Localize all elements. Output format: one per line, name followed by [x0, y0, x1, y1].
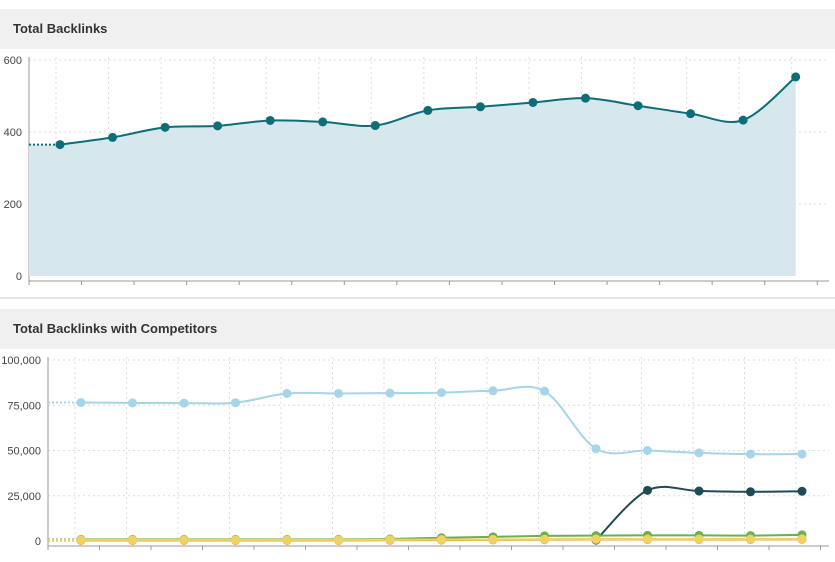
data-point	[686, 109, 696, 119]
data-point	[475, 102, 485, 112]
data-point	[694, 448, 704, 458]
competitors-chart: 0 25,000 50,000 75,000 100,000	[1, 355, 829, 550]
data-point	[591, 534, 601, 544]
panel-title: Total Backlinks with Competitors	[0, 309, 835, 349]
data-point	[231, 398, 240, 408]
data-point	[423, 105, 433, 115]
data-point	[334, 388, 343, 398]
data-point	[265, 115, 275, 125]
data-point	[540, 534, 549, 544]
data-point	[385, 388, 395, 398]
data-point	[488, 534, 498, 544]
data-point	[488, 386, 498, 396]
data-point	[746, 449, 755, 459]
data-point	[797, 534, 807, 544]
data-point	[633, 101, 643, 111]
data-point	[643, 485, 652, 495]
data-point	[370, 121, 380, 131]
data-point	[528, 97, 538, 107]
data-point	[128, 398, 137, 408]
data-point	[797, 449, 807, 459]
data-point	[581, 93, 590, 103]
panel-separator	[0, 297, 835, 299]
y-tick-label: 400	[4, 127, 22, 139]
data-point	[694, 534, 704, 544]
data-point	[128, 535, 137, 545]
series-area	[29, 76, 796, 276]
data-point	[160, 122, 170, 132]
data-point	[55, 140, 65, 150]
data-point	[694, 486, 704, 496]
y-tick-label: 50,000	[7, 446, 41, 458]
data-point	[643, 446, 652, 455]
y-tick-label: 200	[4, 199, 22, 211]
data-point	[318, 117, 328, 127]
data-point	[437, 388, 446, 398]
data-point	[76, 398, 86, 408]
data-point	[282, 535, 292, 545]
data-point	[76, 535, 86, 545]
data-point	[746, 487, 755, 497]
data-point	[437, 535, 446, 545]
data-point	[540, 386, 549, 396]
competitors-panel: Total Backlinks with Competitors 0 25,000…	[0, 300, 835, 562]
data-point	[791, 72, 801, 82]
panel-title: Total Backlinks	[0, 9, 835, 49]
y-tick-label: 25,000	[7, 491, 41, 503]
y-tick-label: 0	[35, 536, 41, 548]
total-backlinks-panel: Total Backlinks 0 200 400 600	[0, 9, 835, 285]
y-tick-label: 0	[16, 271, 22, 283]
data-point	[334, 535, 343, 545]
y-tick-label: 75,000	[7, 400, 41, 412]
data-point	[108, 132, 118, 142]
y-tick-label: 100,000	[1, 355, 41, 367]
data-point	[591, 444, 601, 454]
data-point	[746, 534, 755, 544]
data-point	[213, 121, 223, 131]
grid	[48, 357, 829, 541]
data-point	[738, 115, 748, 125]
total-backlinks-chart: 0 200 400 600	[4, 55, 829, 285]
data-point	[179, 398, 189, 408]
y-tick-label: 600	[4, 55, 22, 67]
data-point	[231, 535, 240, 545]
data-point	[179, 535, 189, 545]
data-point	[643, 534, 652, 544]
data-point	[797, 486, 807, 496]
data-point	[282, 388, 292, 398]
data-point	[385, 535, 395, 545]
